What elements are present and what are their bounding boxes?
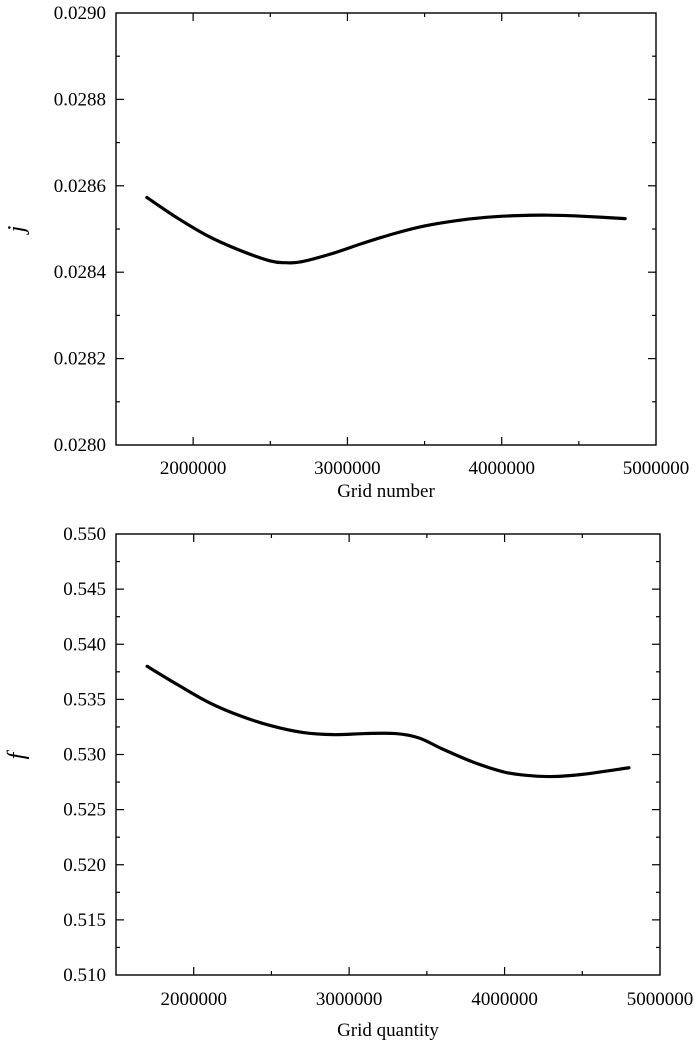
grid-quantity-chart: 2000000 3000000 4000000 5000000 0.510 0.515 0.…: [4, 524, 693, 1041]
y-tick-label: 0.535: [63, 689, 106, 710]
x-axis-title: Grid number: [337, 481, 435, 502]
x-tick-label: 3000000: [314, 458, 381, 479]
axis-ticks: 2000000 3000000 4000000 5000000 0.510 0.515 0.…: [63, 524, 693, 1010]
x-axis-title: Grid quantity: [337, 1020, 439, 1041]
series-line: [145, 195, 627, 265]
x-tick-label: 5000000: [623, 458, 690, 479]
y-tick-label: 0.525: [63, 800, 106, 821]
x-tick-label: 2000000: [160, 458, 227, 479]
y-tick-label: 0.0286: [54, 176, 106, 197]
x-tick-label: 5000000: [627, 989, 694, 1010]
data-series: [145, 195, 627, 265]
x-tick-label: 4000000: [468, 458, 535, 479]
x-tick-label: 3000000: [316, 989, 383, 1010]
axis-ticks: 2000000 3000000 4000000 5000000 0.0280 0.0282…: [54, 3, 690, 479]
plot-frame: [115, 533, 661, 976]
y-axis-title: f: [4, 749, 30, 759]
y-tick-label: 0.550: [63, 524, 106, 545]
y-axis-title: j: [4, 225, 30, 235]
y-tick-label: 0.0280: [54, 435, 106, 456]
y-tick-label: 0.545: [63, 579, 106, 600]
x-tick-label: 2000000: [160, 989, 227, 1010]
y-tick-label: 0.510: [63, 965, 106, 986]
y-tick-label: 0.515: [63, 910, 106, 931]
y-tick-label: 0.0282: [54, 349, 106, 370]
data-series: [145, 664, 631, 779]
y-tick-label: 0.540: [63, 634, 106, 655]
y-tick-label: 0.0284: [54, 262, 107, 283]
y-tick-label: 0.530: [63, 745, 106, 766]
y-tick-label: 0.0288: [54, 89, 106, 110]
y-tick-label: 0.520: [63, 855, 106, 876]
y-tick-label: 0.0290: [54, 3, 106, 24]
grid-number-chart: 2000000 3000000 4000000 5000000 0.0280 0.0282…: [4, 3, 689, 502]
series-line: [145, 664, 631, 779]
x-tick-label: 4000000: [471, 989, 538, 1010]
